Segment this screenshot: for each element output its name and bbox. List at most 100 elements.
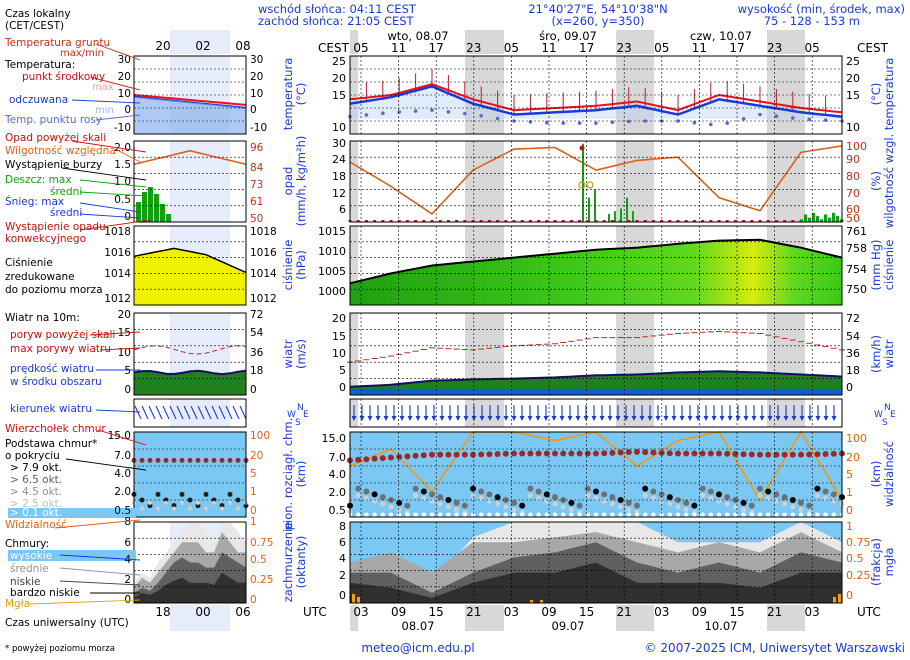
legend-cloud-base-dot [140, 506, 144, 511]
cloud-base-dot [831, 512, 836, 517]
legend-utc-hour: 06 [235, 605, 250, 619]
legend-utc-hour: 00 [195, 605, 210, 619]
wind-direction-arrow [543, 416, 549, 421]
wind-direction-arrow [383, 416, 389, 421]
compass-letter: N [884, 403, 891, 413]
cloud-base-dot [609, 494, 616, 501]
y-tick-right: 100 [846, 432, 867, 445]
cloud-base-dot [699, 485, 706, 492]
grid-point-text: (x=260, y=350) [551, 14, 644, 28]
cloud-base-dot [552, 501, 558, 507]
y-tick-left: 15 [332, 330, 346, 343]
wind-direction-arrow [176, 405, 184, 420]
night-shade [616, 141, 654, 222]
cloud-top-dot [724, 450, 731, 457]
wind-direction-arrow [479, 416, 485, 421]
cloud-base-dot [782, 512, 787, 517]
legend-y-tick-right: 1 [250, 486, 257, 498]
legend-wind-dir: kierunek wiatru [10, 403, 92, 415]
legend-y-tick-right: 0 [250, 505, 257, 517]
convective-marker [405, 220, 409, 222]
cloud-base-dot [429, 498, 435, 504]
wind-direction-arrow [359, 416, 365, 421]
convective-marker [791, 220, 795, 222]
legend-soil-temp: Temperatura gruntu [4, 37, 110, 49]
rain-bar [816, 216, 819, 222]
night-shade [767, 30, 805, 54]
cloud-top-dot [691, 450, 698, 457]
axis-title-left: ciśnienie [281, 240, 295, 291]
cloud-top-dot [765, 451, 772, 458]
convective-marker [717, 220, 721, 222]
wind-direction-arrow [735, 416, 741, 421]
cloud-top-dot [740, 451, 747, 458]
night-shade [767, 605, 805, 631]
legend-y-tick-left: 20 [118, 71, 131, 83]
cloud-base-dot [667, 501, 673, 507]
bottom-hour-tick: 03 [504, 605, 519, 619]
cloud-base-dot [684, 512, 689, 517]
legend-y-tick-right: 20 [250, 71, 263, 83]
legend-temp-max: max [92, 82, 114, 93]
cloud-top-dot [789, 451, 796, 458]
y-tick-right: 50 [846, 212, 860, 225]
cloud-top-dot [650, 449, 657, 456]
legend-temp-line [133, 94, 247, 106]
axis-title-right-unit: (°C) [869, 83, 883, 106]
legend-cloud-top-dot [179, 457, 185, 463]
convective-marker [537, 220, 541, 222]
cloud-base-dot [470, 485, 476, 492]
cloud-base-dot [363, 488, 370, 495]
convective-marker [701, 220, 705, 222]
convective-marker [471, 220, 475, 222]
axis-title-left-unit: (mm/h, kg/m²h) [294, 136, 308, 227]
dew-point-dot [741, 117, 746, 121]
cloud-base-dot [405, 512, 410, 517]
axis-title-right-unit: (mm Hg) [869, 240, 883, 291]
convective-marker [520, 220, 524, 222]
cloud-base-dot [445, 504, 451, 510]
y-tick-right: 1 [846, 520, 853, 533]
rain-bar [812, 212, 815, 222]
fog-bar [357, 596, 360, 603]
cloud-base-dot [601, 491, 608, 498]
cloud-base-dot [421, 495, 427, 501]
cloud-base-dot [584, 485, 591, 492]
wind-direction-arrow [141, 405, 149, 420]
legend-cloud-top-dot [219, 457, 225, 463]
bottom-hour-tick: 15 [429, 605, 444, 619]
cloud-top-dot [552, 450, 558, 457]
cloud-top-dot [806, 451, 813, 458]
fog-bar [540, 599, 543, 603]
legend-rain-max: Deszcz: max [5, 174, 72, 186]
cloud-base-dot [527, 492, 533, 498]
pressure-line [349, 238, 843, 285]
cloud-base-dot [790, 512, 795, 517]
cloud-top-dot [429, 451, 435, 458]
convective-marker [430, 220, 434, 222]
wind-direction-arrow [218, 405, 226, 420]
y-tick-right: 754 [846, 263, 867, 276]
cloud-base-dot [478, 488, 485, 495]
legend-y-tick-left: 1.5 [114, 159, 131, 171]
legend-y-tick-right: 0.75 [250, 537, 273, 549]
convective-marker [635, 220, 639, 222]
rain-bar [808, 217, 811, 222]
cloud-base-dot [535, 488, 542, 495]
cloud-base-dot [544, 498, 550, 504]
panel-frame [349, 312, 843, 396]
legend-cloud-top-dot [171, 457, 177, 463]
axis-title-left: wiatr [281, 339, 295, 368]
cloud-base-dot [625, 499, 632, 506]
cloud-base-dot [413, 492, 419, 498]
legend-y-tick-right: 30 [250, 54, 263, 66]
convective-marker [651, 220, 655, 222]
legend-panel-frame [133, 312, 247, 396]
y-tick-left: 1010 [318, 245, 346, 258]
y-tick-right: 0 [846, 504, 853, 517]
legend-clouds: Chmury: [5, 538, 49, 550]
legend-y-tick-left: 5 [124, 365, 131, 377]
legend-cloud-base-dot [188, 506, 192, 511]
dew-point-dot [545, 120, 549, 125]
convective-marker [553, 220, 557, 222]
